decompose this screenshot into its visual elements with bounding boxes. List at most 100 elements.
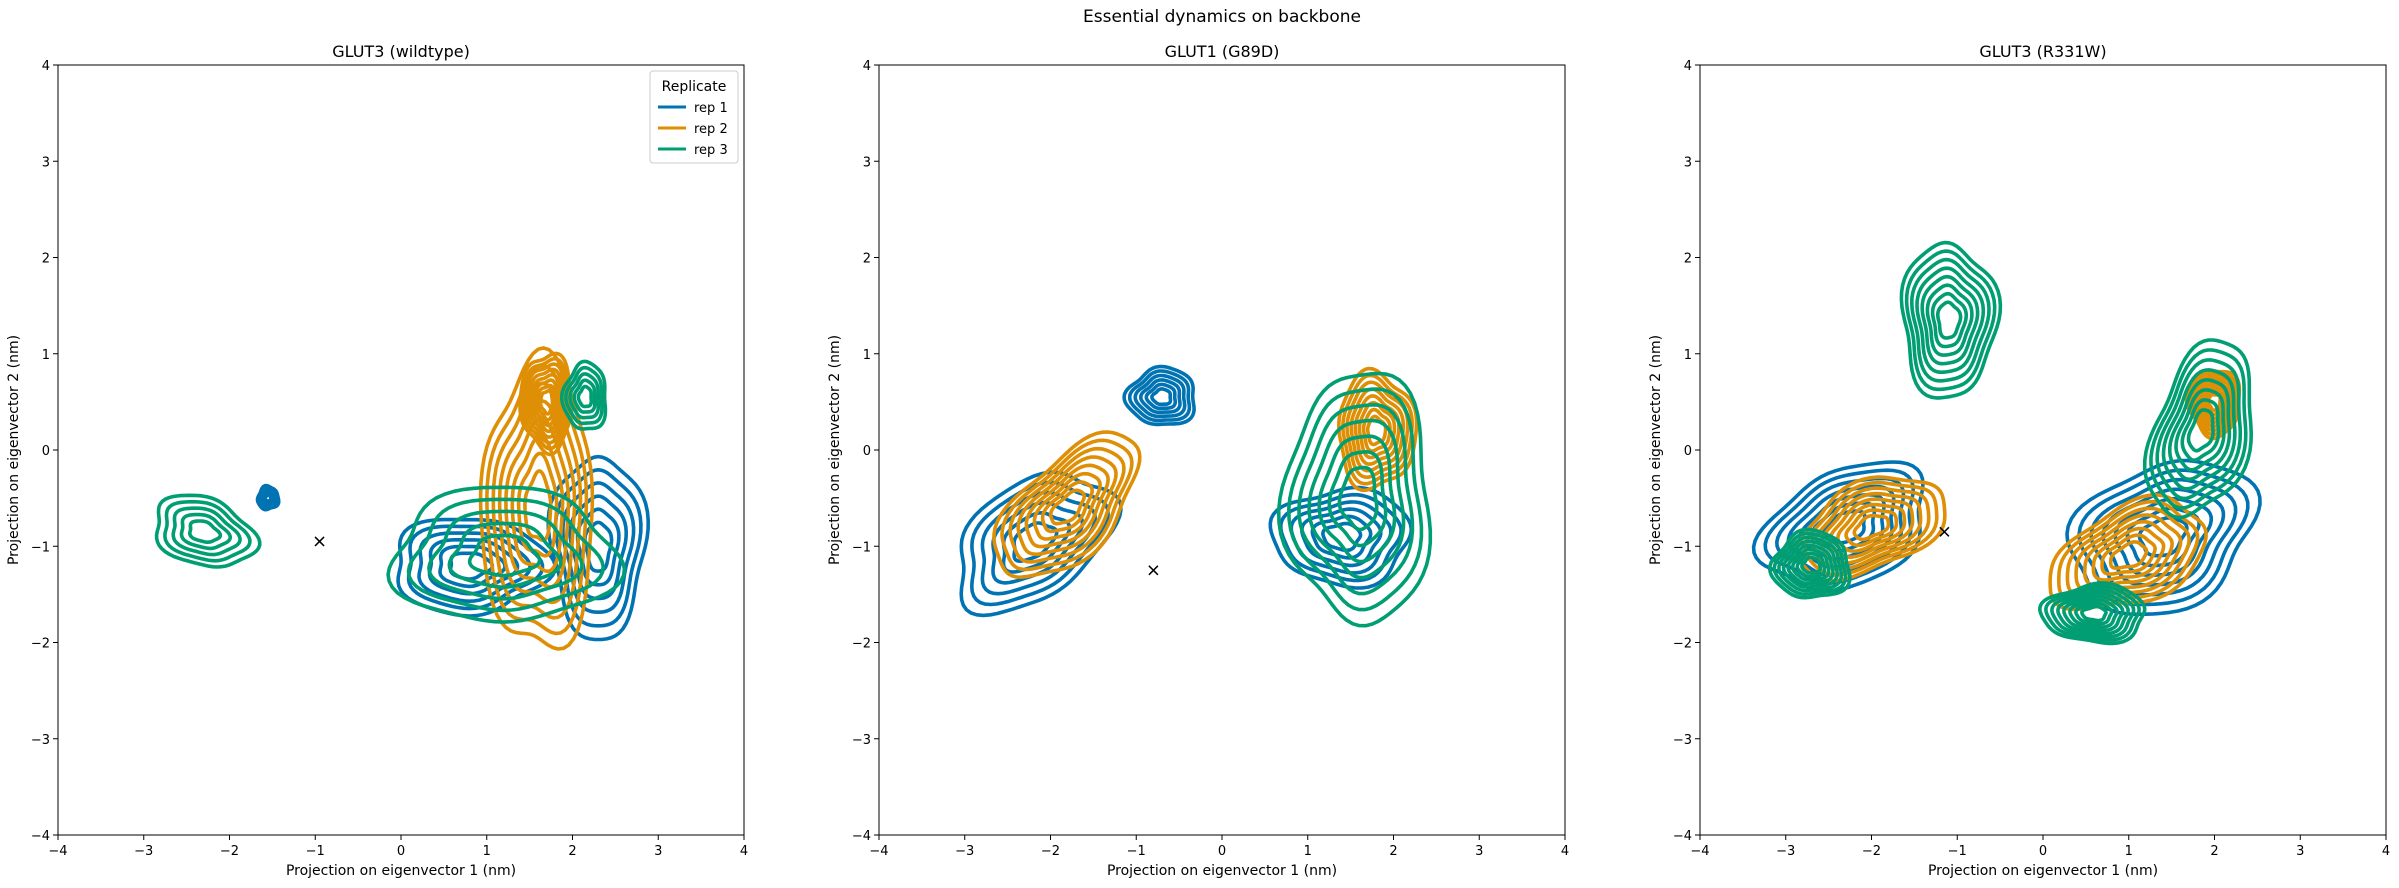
y-tick-label: −3	[852, 733, 871, 748]
y-tick-label: 1	[863, 348, 871, 363]
y-tick-label: −1	[1673, 540, 1692, 555]
y-axis-label: Projection on eigenvector 2 (nm)	[6, 335, 22, 565]
series-rep-3	[1276, 371, 1433, 628]
contour-line	[1852, 513, 1891, 542]
contour-line	[516, 451, 559, 558]
contour-line	[163, 500, 252, 563]
contour-line	[2080, 604, 2108, 623]
contour-line	[2065, 506, 2191, 600]
contour-line	[564, 365, 604, 426]
contour-line	[2057, 499, 2200, 606]
contour-line	[568, 372, 601, 420]
contour-line	[521, 356, 571, 451]
y-tick-label: 1	[1684, 348, 1692, 363]
contour-line	[1133, 373, 1187, 419]
contour-line	[1795, 551, 1827, 579]
marker-x	[314, 536, 325, 547]
x-tick-label: 4	[740, 844, 748, 859]
marker-x	[1939, 526, 1950, 537]
marker-stroke	[1148, 565, 1159, 576]
x-tick-label: −1	[1948, 844, 1967, 859]
contour-line	[2168, 378, 2232, 482]
x-tick-label: 2	[1389, 844, 1397, 859]
contour-line	[535, 383, 558, 422]
contour-line	[2082, 519, 2174, 588]
y-tick-label: 3	[1684, 155, 1692, 170]
legend-title: Replicate	[662, 79, 727, 95]
contour-line	[171, 506, 242, 557]
y-tick-label: 2	[1684, 252, 1692, 267]
contour-line	[1016, 455, 1118, 557]
contour-line	[1925, 283, 1974, 357]
y-tick-label: −2	[31, 637, 50, 652]
contour-line	[2074, 601, 2114, 626]
contour-line	[1786, 543, 1835, 586]
legend-entry-label: rep 1	[694, 101, 728, 116]
marker-x	[1148, 565, 1159, 576]
contour-line	[1910, 257, 1991, 383]
contour-line	[2142, 338, 2253, 520]
contour-line	[1819, 491, 1923, 565]
contour-line	[2186, 408, 2215, 453]
x-tick-label: 1	[2125, 844, 2133, 859]
y-tick-label: 1	[42, 348, 50, 363]
contour-line	[1357, 400, 1397, 460]
x-tick-label: 0	[2039, 844, 2047, 859]
contour-line	[2048, 493, 2208, 612]
figure-suptitle: Essential dynamics on backbone	[1083, 7, 1361, 27]
contour-line	[2174, 388, 2226, 472]
y-tick-label: 3	[42, 155, 50, 170]
contour-line	[527, 367, 566, 439]
contour-line	[2044, 584, 2141, 642]
x-tick-label: −3	[134, 844, 153, 859]
contour-line	[1904, 249, 1997, 392]
legend-box	[649, 70, 739, 164]
contour-line	[1899, 240, 2003, 400]
contour-line	[447, 521, 563, 589]
contour-line	[572, 378, 597, 414]
legend-entry-label: rep 2	[694, 122, 728, 137]
x-axis-label: Projection on eigenvector 1 (nm)	[1928, 863, 2158, 879]
contour-line	[2038, 581, 2147, 646]
contour-layer	[1751, 240, 2262, 646]
x-tick-label: 1	[1304, 844, 1312, 859]
contour-line	[2056, 591, 2130, 636]
contour-line	[1127, 369, 1192, 423]
contour-line	[1144, 382, 1178, 411]
x-tick-label: −2	[1862, 844, 1881, 859]
contour-line	[518, 351, 574, 457]
contour-line	[1777, 535, 1844, 593]
contour-line	[1122, 364, 1196, 427]
contour-line	[2155, 358, 2243, 501]
contour-line	[1150, 387, 1173, 407]
contour-line	[1920, 274, 1980, 366]
contour-line	[467, 533, 542, 578]
y-tick-label: −1	[31, 540, 50, 555]
marker-stroke	[1939, 526, 1950, 537]
contour-line	[1763, 468, 1915, 585]
contour-line	[386, 485, 627, 624]
legend-entry-label: rep 3	[694, 143, 728, 158]
panel-title: GLUT3 (R331W)	[1979, 42, 2106, 61]
contour-line	[2149, 348, 2248, 510]
y-tick-label: 2	[42, 252, 50, 267]
contour-line	[188, 519, 223, 544]
y-axis-label: Projection on eigenvector 2 (nm)	[827, 335, 843, 565]
contour-line	[1040, 480, 1094, 534]
contour-line	[2074, 513, 2183, 594]
y-tick-label: −2	[852, 637, 871, 652]
x-tick-label: −1	[306, 844, 325, 859]
contour-line	[263, 493, 273, 503]
x-tick-label: −4	[869, 844, 888, 859]
panel-title: GLUT1 (G89D)	[1165, 42, 1280, 61]
contour-line	[154, 493, 262, 569]
x-tick-label: 3	[654, 844, 662, 859]
y-tick-label: −2	[1673, 637, 1692, 652]
x-tick-label: 1	[483, 844, 491, 859]
contour-line	[1327, 450, 1388, 548]
y-tick-label: 4	[863, 59, 871, 74]
x-tick-label: −3	[955, 844, 974, 859]
series-rep-3	[154, 359, 627, 624]
x-tick-label: −2	[220, 844, 239, 859]
contour-line	[1268, 485, 1413, 590]
